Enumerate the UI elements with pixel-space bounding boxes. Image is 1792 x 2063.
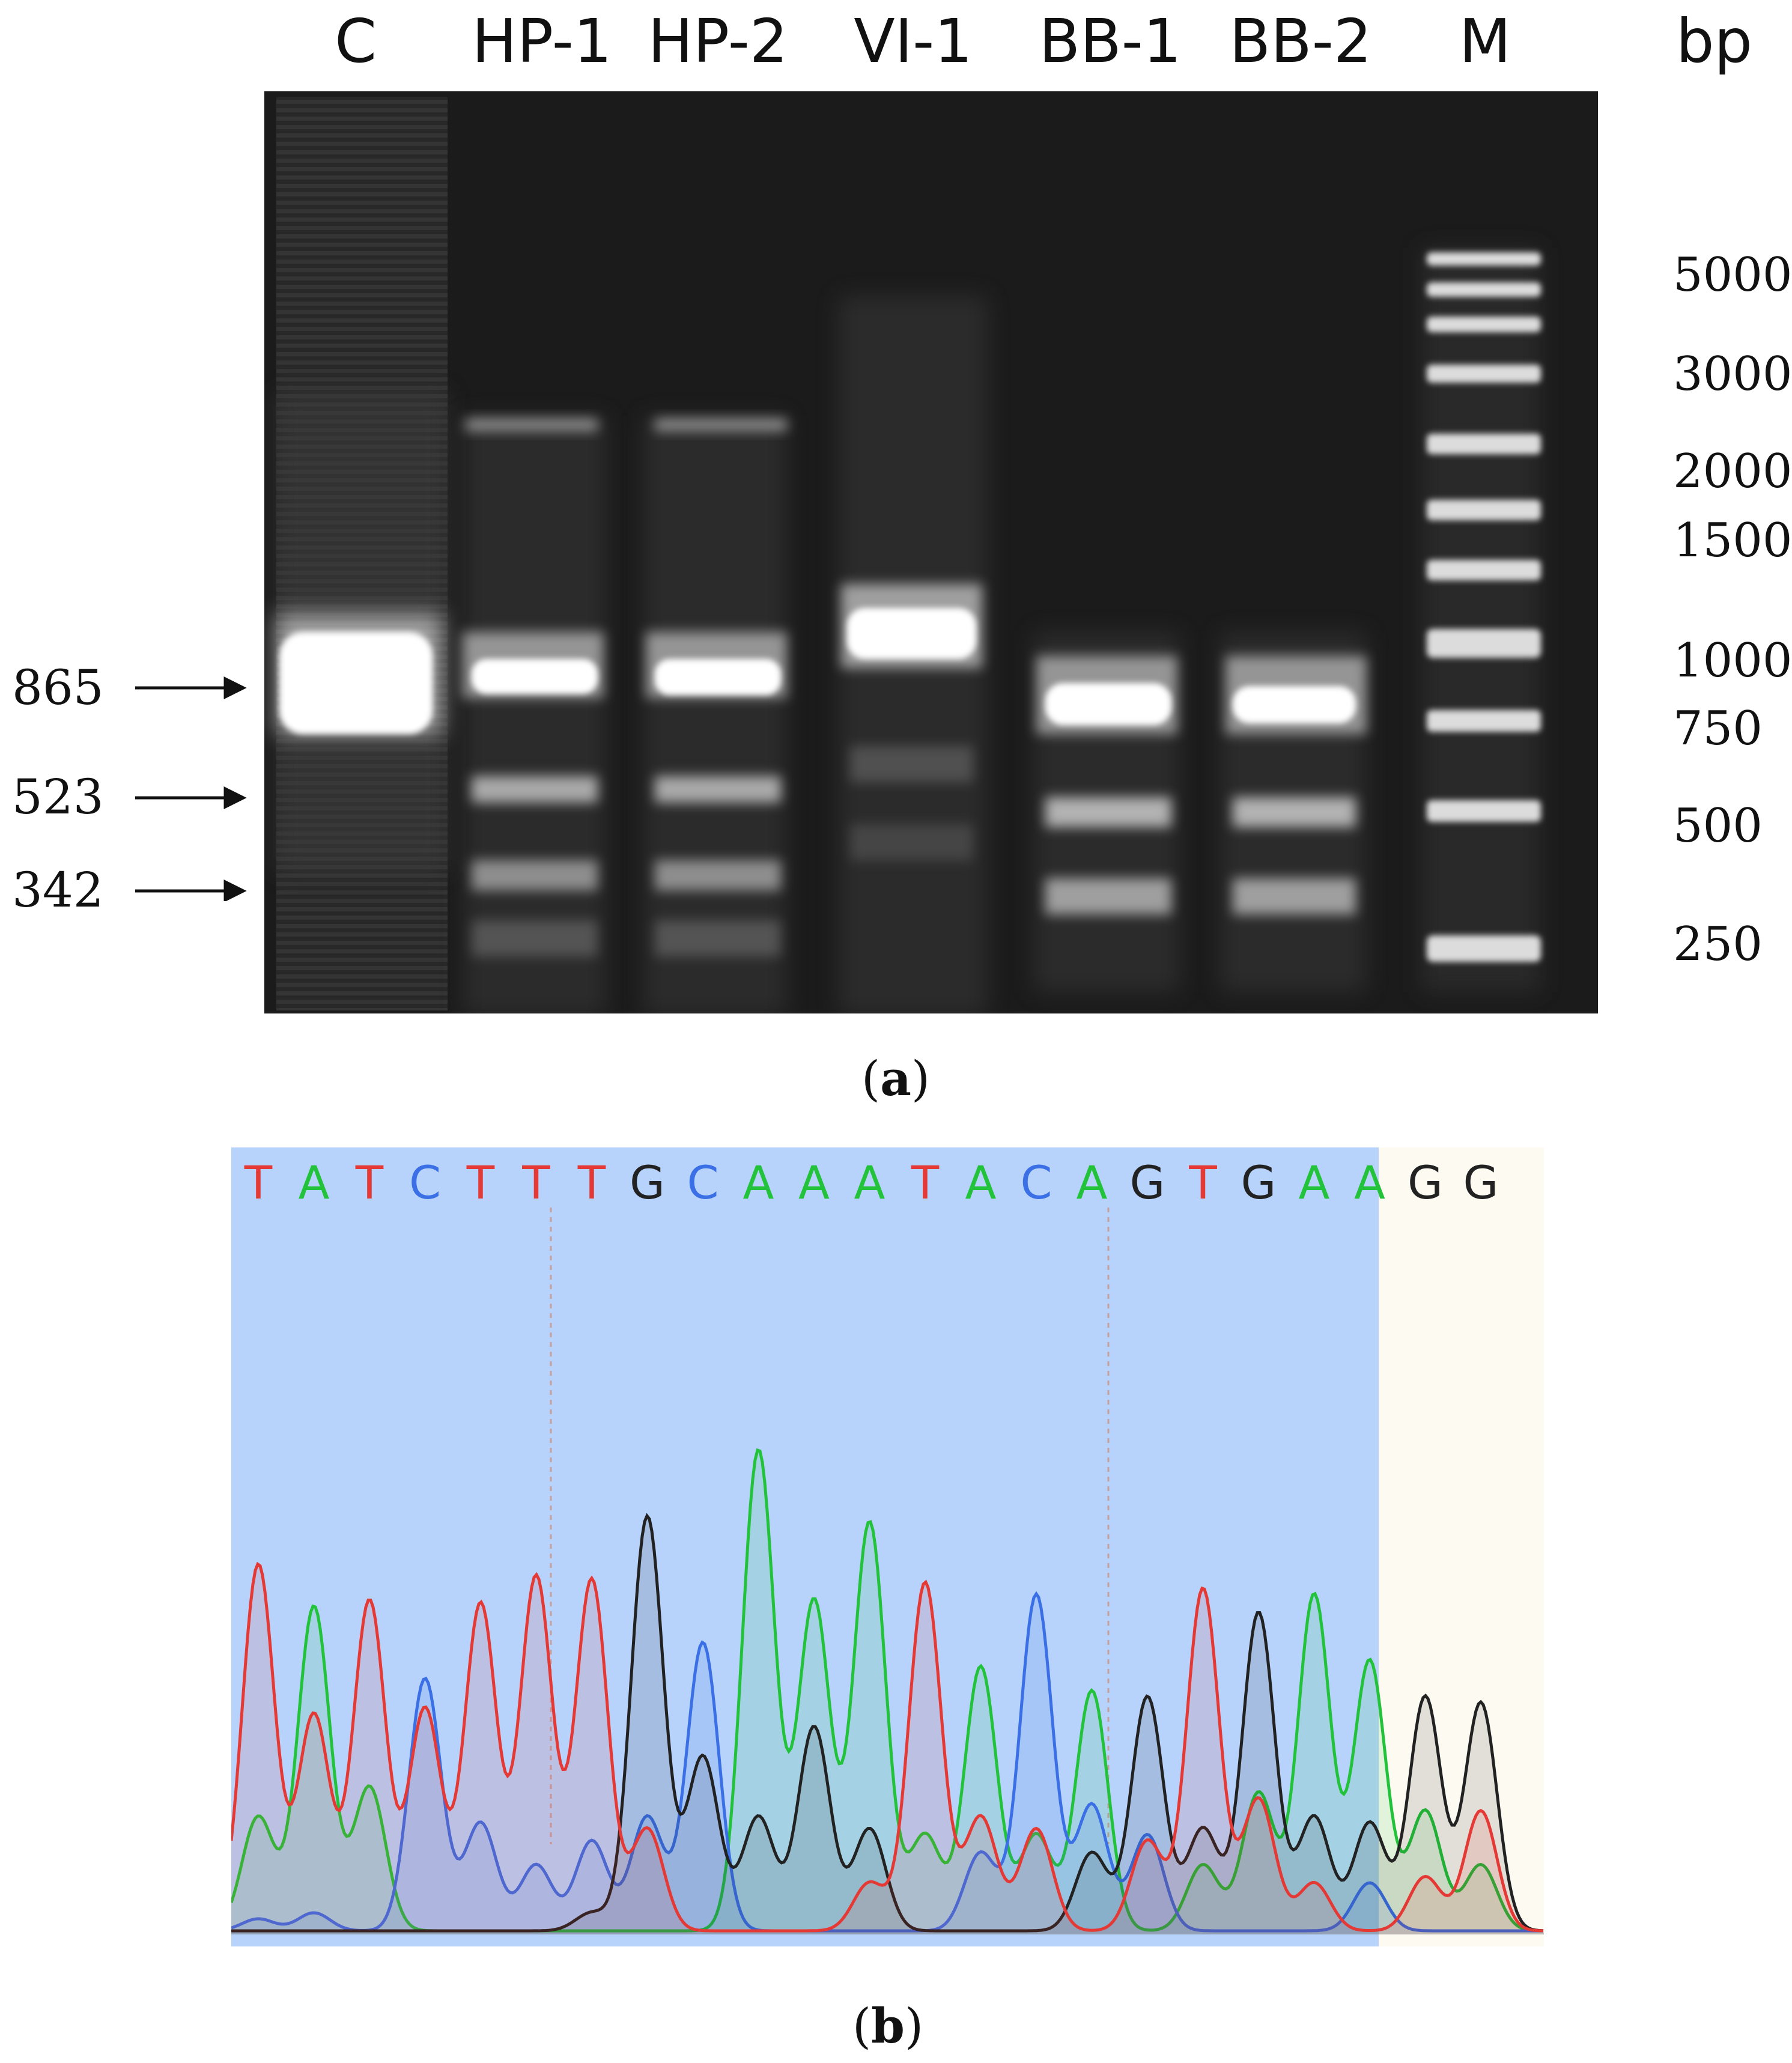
caption-b: (b) xyxy=(852,1998,924,2054)
base-call-letter: G xyxy=(630,1156,665,1209)
base-call-letter: T xyxy=(1188,1156,1217,1209)
arrow-label-865: 865 xyxy=(12,660,104,716)
caption-b-letter: b xyxy=(871,1998,905,2054)
base-call-letter: T xyxy=(911,1156,940,1209)
base-call-letter: T xyxy=(577,1156,606,1209)
arrow-group xyxy=(135,676,247,901)
trace-line-T xyxy=(231,1561,1544,1933)
base-call-letter: T xyxy=(355,1156,384,1209)
base-call-letter: T xyxy=(244,1156,273,1209)
trace-line-C xyxy=(231,1591,1543,1933)
unit-label-bp: bp xyxy=(1676,6,1752,76)
base-call-letter: G xyxy=(1408,1156,1443,1209)
lane-label-vi1: VI-1 xyxy=(854,6,973,76)
base-call-letter: G xyxy=(1130,1156,1165,1209)
marker-size-750: 750 xyxy=(1673,702,1763,756)
trace-line-G xyxy=(231,1513,1544,1933)
trace-group xyxy=(231,1448,1544,1934)
base-call-letter: G xyxy=(1241,1156,1277,1209)
marker-size-5000: 5000 xyxy=(1673,248,1792,302)
base-call-letter: A xyxy=(1077,1156,1108,1209)
base-call-letter: A xyxy=(1354,1156,1385,1209)
marker-size-500: 500 xyxy=(1673,799,1763,853)
arrow-523-head xyxy=(223,786,247,810)
base-call-letter: A xyxy=(854,1156,885,1209)
gel-image xyxy=(264,91,1598,1013)
lane-label-hp2: HP-2 xyxy=(648,6,788,76)
trace-fill-T xyxy=(231,1564,1544,1934)
lane-label-m: M xyxy=(1459,6,1511,76)
marker-size-3000: 3000 xyxy=(1673,347,1792,401)
arrow-865-head xyxy=(223,676,247,700)
arrow-label-342: 342 xyxy=(12,862,104,918)
marker-size-1000: 1000 xyxy=(1673,634,1792,688)
lane-label-c: C xyxy=(335,6,377,76)
base-call-letter: A xyxy=(299,1156,330,1209)
lane-label-bb2: BB-2 xyxy=(1229,6,1372,76)
arrow-label-523: 523 xyxy=(12,769,104,825)
trace-fill-A xyxy=(231,1450,1544,1934)
caption-a-letter: a xyxy=(880,1050,911,1107)
base-call-letter: T xyxy=(466,1156,495,1209)
marker-size-2000: 2000 xyxy=(1673,445,1792,499)
base-call-letter: A xyxy=(798,1156,830,1209)
base-call-letter: A xyxy=(965,1156,997,1209)
base-call-letter: A xyxy=(1299,1156,1330,1209)
base-call-letter: C xyxy=(409,1156,441,1209)
marker-size-250: 250 xyxy=(1673,917,1763,971)
base-call-letter: T xyxy=(521,1156,550,1209)
arrow-342-head xyxy=(223,879,247,901)
base-call-letter: C xyxy=(687,1156,718,1209)
base-call-letter: G xyxy=(1463,1156,1499,1209)
base-call-letter: A xyxy=(743,1156,774,1209)
base-call-letter: C xyxy=(1020,1156,1052,1209)
lane-label-hp1: HP-1 xyxy=(472,6,612,76)
chromatogram-highlight-bg xyxy=(231,1147,1379,1946)
caption-a: (a) xyxy=(861,1050,931,1107)
lane-label-bb1: BB-1 xyxy=(1039,6,1182,76)
marker-size-1500: 1500 xyxy=(1673,514,1792,568)
